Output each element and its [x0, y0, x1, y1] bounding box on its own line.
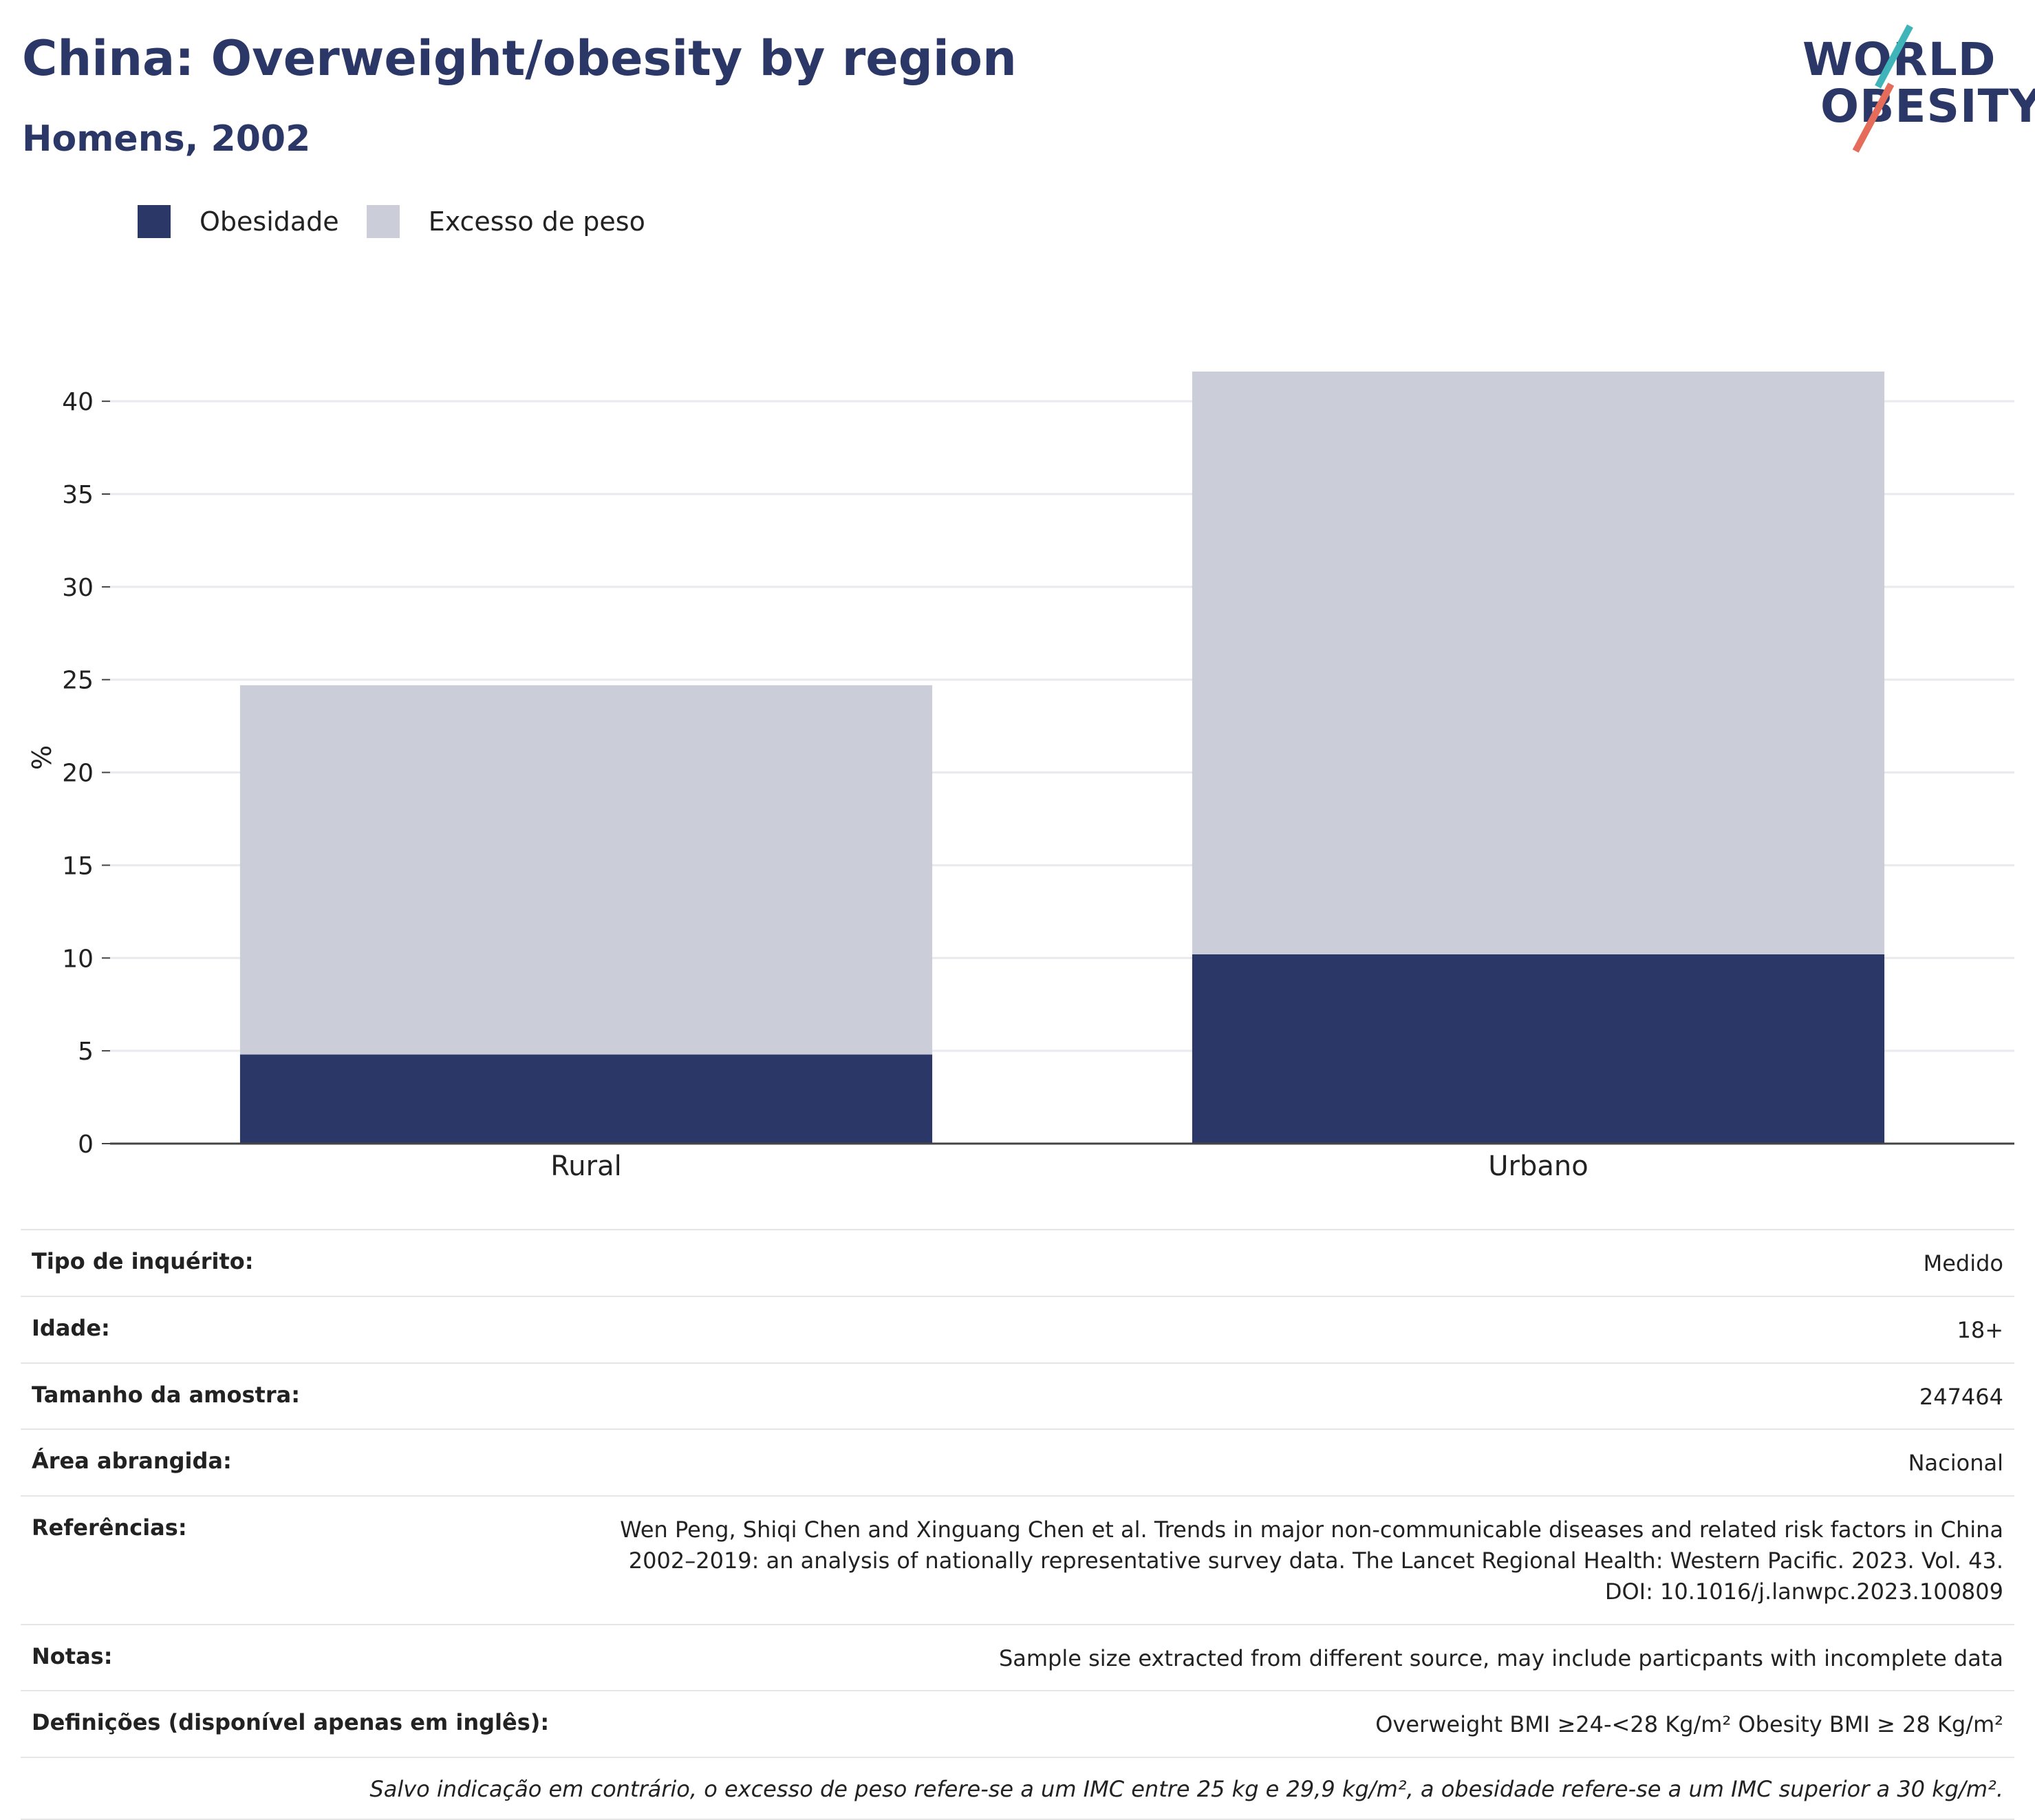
bar-obesidade	[239, 1054, 933, 1144]
y-tick-label: 30	[62, 574, 94, 602]
info-value: 247464	[1919, 1383, 2003, 1410]
y-tick-label: 15	[62, 852, 94, 880]
x-tick-label: Rural	[550, 1150, 621, 1182]
info-label: Tamanho da amostra:	[32, 1381, 300, 1408]
info-value: Medido	[1923, 1250, 2003, 1276]
y-tick-label: 20	[62, 760, 94, 788]
info-label: Área abrangida:	[32, 1448, 232, 1475]
logo-line2: OBESITY	[1820, 80, 2035, 133]
y-tick-label: 0	[78, 1131, 94, 1159]
info-label: Notas:	[32, 1642, 113, 1669]
info-row-area: Área abrangida: Nacional	[21, 1428, 2014, 1495]
page-subtitle: Homens, 2002	[22, 118, 311, 160]
legend-label-obesidade: Obesidade	[200, 206, 339, 237]
info-label: Definições (disponível apenas em inglês)…	[32, 1709, 550, 1736]
legend-swatch-excesso	[366, 205, 400, 238]
info-table: Tipo de inquérito: Medido Idade: 18+ Tam…	[21, 1229, 2014, 1820]
y-tick-label: 35	[62, 481, 94, 509]
info-row-notes: Notas: Sample size extracted from differ…	[21, 1623, 2014, 1691]
info-label: Tipo de inquérito:	[32, 1248, 254, 1274]
page-title: China: Overweight/obesity by region	[22, 30, 1017, 87]
bar-chart: 0 5 10 15 20 25 30 35 40% Rural Urbano	[27, 372, 2014, 1182]
bar-obesidade	[1192, 954, 1885, 1144]
info-row-references: Referências: Wen Peng, Shiqi Chen and Xi…	[21, 1495, 2014, 1623]
y-tick-label: 40	[62, 388, 94, 416]
chart-legend: Obesidade Excesso de peso	[138, 205, 673, 238]
info-footnote: Salvo indicação em contrário, o excesso …	[369, 1776, 2003, 1803]
info-row-footnote: Salvo indicação em contrário, o excesso …	[21, 1757, 2014, 1820]
legend-item-obesidade[interactable]: Obesidade	[138, 205, 339, 238]
info-value: Overweight BMI ≥24-<28 Kg/m² Obesity BMI…	[1375, 1711, 2003, 1738]
y-axis-label: %	[27, 745, 57, 770]
info-label: Referências:	[32, 1514, 187, 1541]
x-tick-label: Urbano	[1488, 1150, 1588, 1182]
world-obesity-logo: WORLD OBESITY	[1789, 21, 2035, 153]
info-row-survey-type: Tipo de inquérito: Medido	[21, 1229, 2014, 1296]
y-tick-label: 25	[62, 667, 94, 695]
info-label: Idade:	[32, 1314, 110, 1341]
legend-item-excesso[interactable]: Excesso de peso	[366, 205, 645, 238]
legend-swatch-obesidade	[138, 205, 171, 238]
info-value: Wen Peng, Shiqi Chen and Xinguang Chen e…	[620, 1517, 2003, 1605]
info-row-sample-size: Tamanho da amostra: 247464	[21, 1362, 2014, 1429]
info-value: Nacional	[1908, 1450, 2003, 1477]
legend-label-excesso: Excesso de peso	[428, 206, 645, 237]
bar-excesso-de-peso	[239, 685, 933, 1055]
info-value: Sample size extracted from different sou…	[998, 1645, 2003, 1671]
info-value: 18+	[1957, 1316, 2003, 1343]
y-tick-label: 10	[62, 945, 94, 973]
y-tick-label: 5	[78, 1038, 94, 1066]
bar-excesso-de-peso	[1192, 372, 1885, 954]
info-row-age: Idade: 18+	[21, 1295, 2014, 1362]
info-row-definitions: Definições (disponível apenas em inglês)…	[21, 1690, 2014, 1757]
